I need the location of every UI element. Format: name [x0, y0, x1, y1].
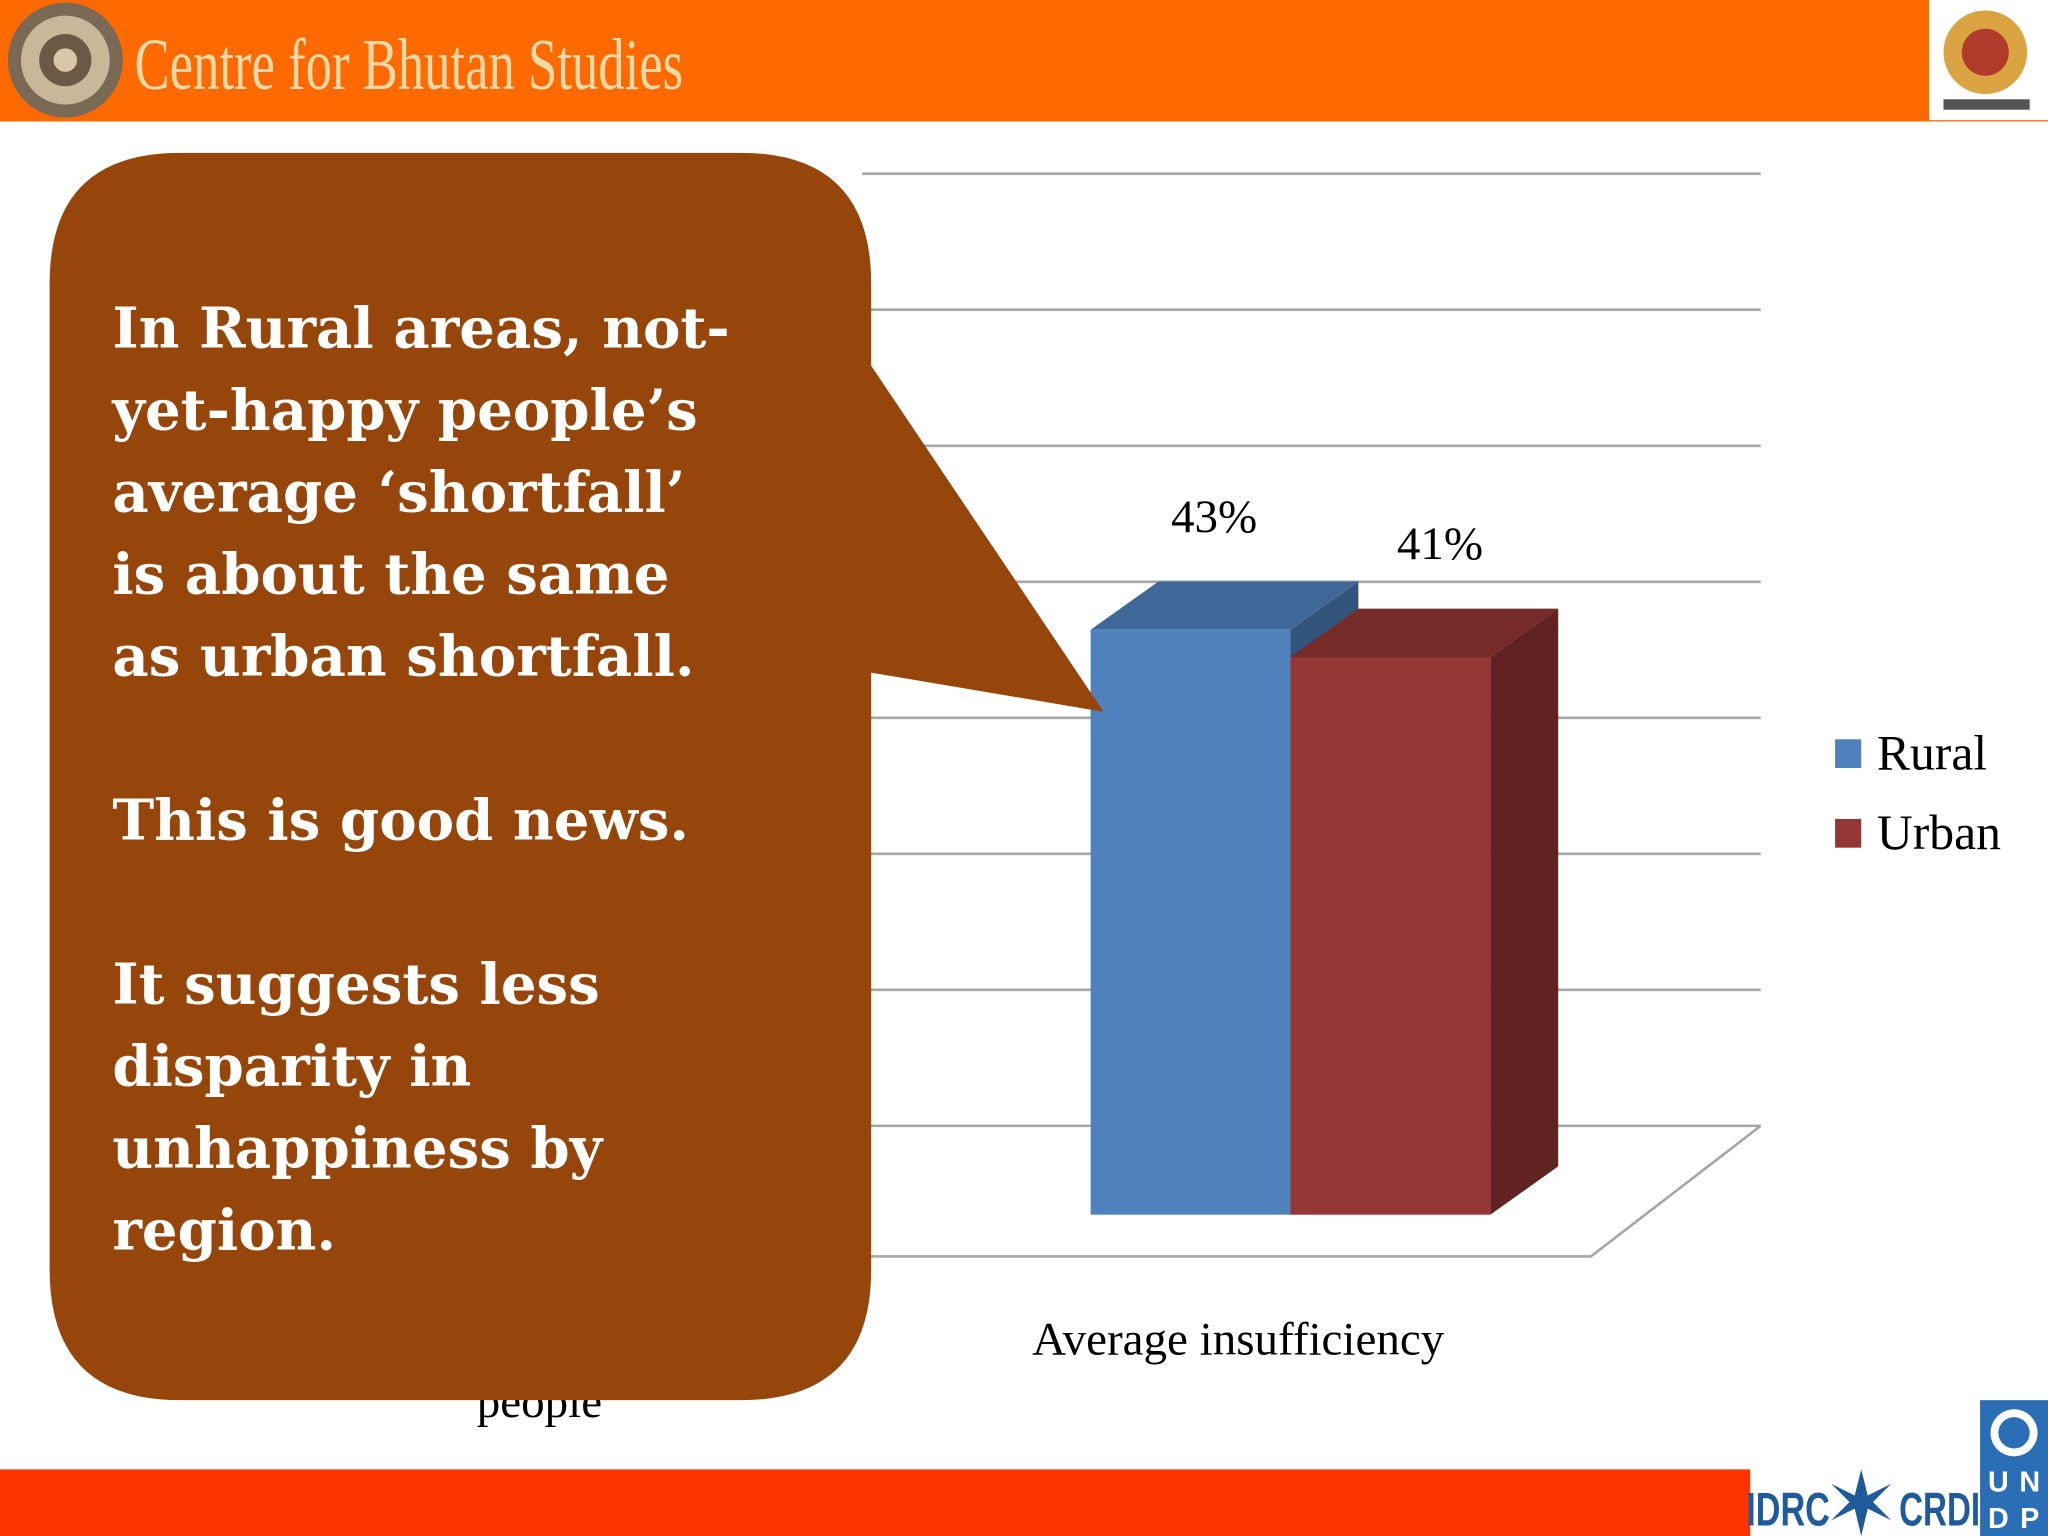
- callout: In Rural areas, not-yet-happy people’s av…: [49, 152, 1104, 1401]
- callout-line: yet-happy people’s: [111, 377, 697, 443]
- legend-label: Urban: [1877, 805, 2001, 860]
- undp-letter: U: [1988, 1467, 2009, 1499]
- footer-bar: [0, 1469, 1751, 1536]
- bar-top: [1090, 581, 1359, 630]
- logo-text: CRDI: [1899, 1483, 1980, 1536]
- callout-line: It suggests less: [112, 952, 599, 1018]
- bar: [1090, 629, 1291, 1215]
- callout-line: unhappiness by: [112, 1116, 603, 1182]
- footer-logos: IDRC CRDI: [1746, 1400, 2048, 1536]
- callout-line: as urban shortfall.: [112, 624, 694, 690]
- undp-letter: D: [1988, 1503, 2009, 1535]
- logo-crest: [1929, 0, 2048, 121]
- x-tick-label: Average insufficiency: [1032, 1313, 1445, 1365]
- callout-line: In Rural areas, not-: [112, 295, 729, 361]
- callout-line: disparity in: [112, 1034, 471, 1100]
- legend-swatch: [1835, 739, 1862, 768]
- logo-emblem: [7, 2, 123, 118]
- header-title: Centre for Bhutan Studies: [135, 24, 684, 105]
- header-bar: [0, 0, 2048, 122]
- logo-text: IDRC: [1746, 1483, 1830, 1536]
- value-label: 41%: [1397, 518, 1483, 570]
- legend-label: Rural: [1877, 725, 1987, 780]
- chart: people01020304050607043%41%Average insuf…: [222, 153, 2001, 1428]
- callout-line: average ‘shortfall’: [112, 459, 685, 525]
- callout-line: region.: [112, 1198, 336, 1264]
- callout-line: This is good news.: [112, 788, 689, 854]
- floor: [835, 1124, 1762, 1258]
- undp-letter: N: [2019, 1467, 2040, 1499]
- callout-line: is about the same: [112, 542, 669, 608]
- value-label: 43%: [1171, 491, 1257, 543]
- bar-side: [1490, 608, 1559, 1215]
- bar: [1290, 656, 1491, 1215]
- undp-letter: P: [2020, 1503, 2039, 1535]
- bar-top: [1290, 608, 1559, 657]
- logo-star: [1831, 1469, 1892, 1536]
- legend-swatch: [1835, 818, 1862, 848]
